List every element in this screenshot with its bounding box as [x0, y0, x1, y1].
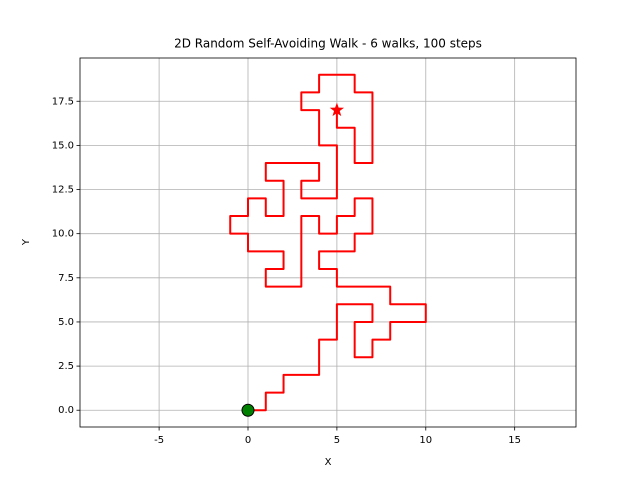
y-tick-label: 2.5 [58, 361, 74, 372]
plot-frame [79, 57, 577, 428]
y-axis-label: Y [21, 238, 32, 246]
y-tick-label: 5.0 [58, 317, 74, 328]
x-tick-label: 15 [508, 435, 521, 446]
y-tick-label: 10.0 [52, 229, 74, 240]
y-tick-label: 17.5 [52, 96, 74, 107]
walk-line [229, 73, 427, 412]
x-tick-label: 0 [245, 435, 251, 446]
x-tick-label: 5 [334, 435, 340, 446]
y-tick-label: 15.0 [52, 140, 74, 151]
y-tick-label: 12.5 [52, 185, 74, 196]
x-axis-label: X [325, 457, 332, 468]
y-tick-label: 7.5 [58, 273, 74, 284]
y-tick-label: 0.0 [58, 405, 74, 416]
end-marker [329, 102, 345, 117]
x-tick-label: -5 [154, 435, 164, 446]
chart-title: 2D Random Self-Avoiding Walk - 6 walks, … [174, 37, 482, 51]
x-tick-label: 10 [419, 435, 432, 446]
start-marker [241, 403, 255, 417]
